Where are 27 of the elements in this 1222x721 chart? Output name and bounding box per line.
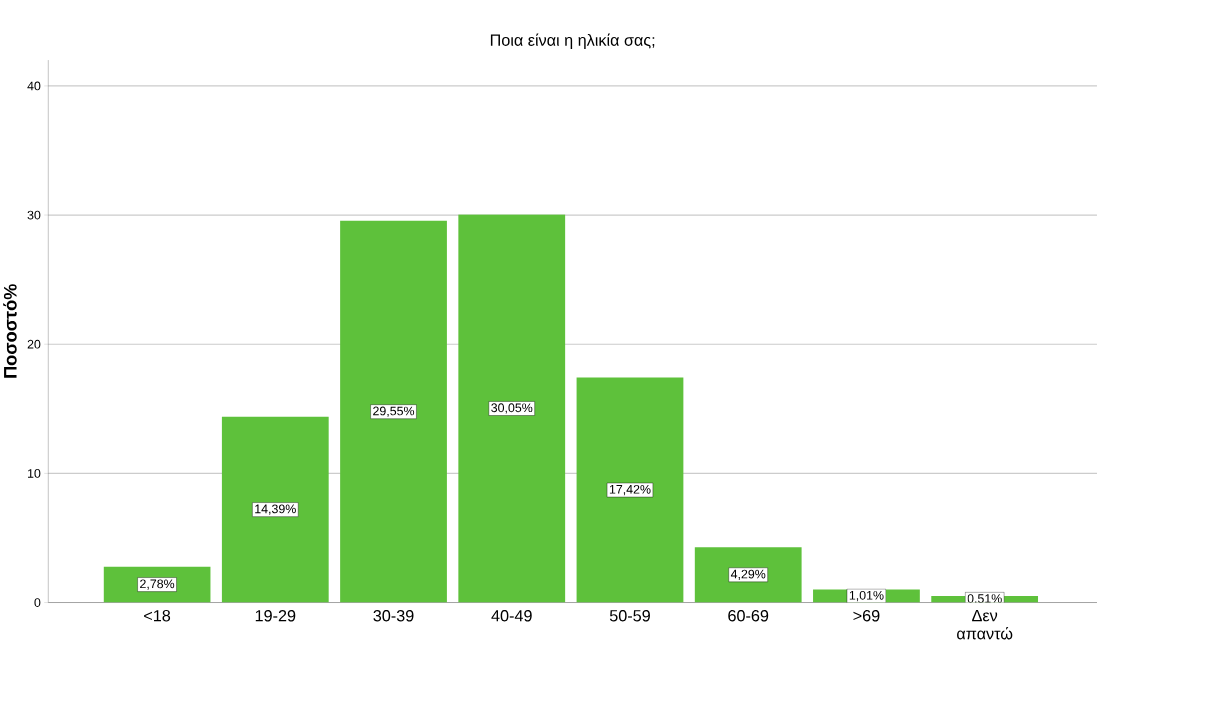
- data-label: 29,55%: [373, 406, 415, 417]
- data-label: 2,78%: [140, 579, 175, 590]
- y-axis-title: Ποσοστό%: [3, 284, 17, 378]
- y-tick-label: 30: [27, 210, 41, 220]
- bar: [576, 377, 684, 603]
- chart-title: Ποια είναι η ηλικία σας;: [490, 33, 655, 50]
- data-label: 1,01%: [849, 591, 884, 602]
- data-label: 17,42%: [609, 485, 651, 496]
- y-tick-label: 0: [34, 598, 41, 608]
- x-tick-label: <18: [144, 610, 171, 622]
- x-tick-label: 60-69: [728, 610, 769, 622]
- x-tick-label: 19-29: [255, 610, 296, 622]
- data-label: 0,51%: [967, 594, 1002, 605]
- bar: [221, 416, 329, 603]
- data-label: 30,05%: [491, 403, 533, 414]
- x-tick-label: 30-39: [373, 610, 414, 622]
- x-tick-label: 50-59: [609, 610, 650, 622]
- x-tick-label: >69: [853, 610, 880, 622]
- bar: [340, 220, 447, 603]
- y-tick-label: 40: [27, 81, 41, 91]
- x-tick-label: 40-49: [491, 610, 532, 622]
- data-label: 14,39%: [255, 504, 296, 515]
- y-tick-label: 20: [27, 339, 41, 349]
- y-tick-label: 10: [28, 469, 41, 478]
- data-label: 4,29%: [730, 569, 766, 581]
- x-tick-label: Δεν απαντώ: [957, 610, 1013, 640]
- bar: [458, 214, 566, 603]
